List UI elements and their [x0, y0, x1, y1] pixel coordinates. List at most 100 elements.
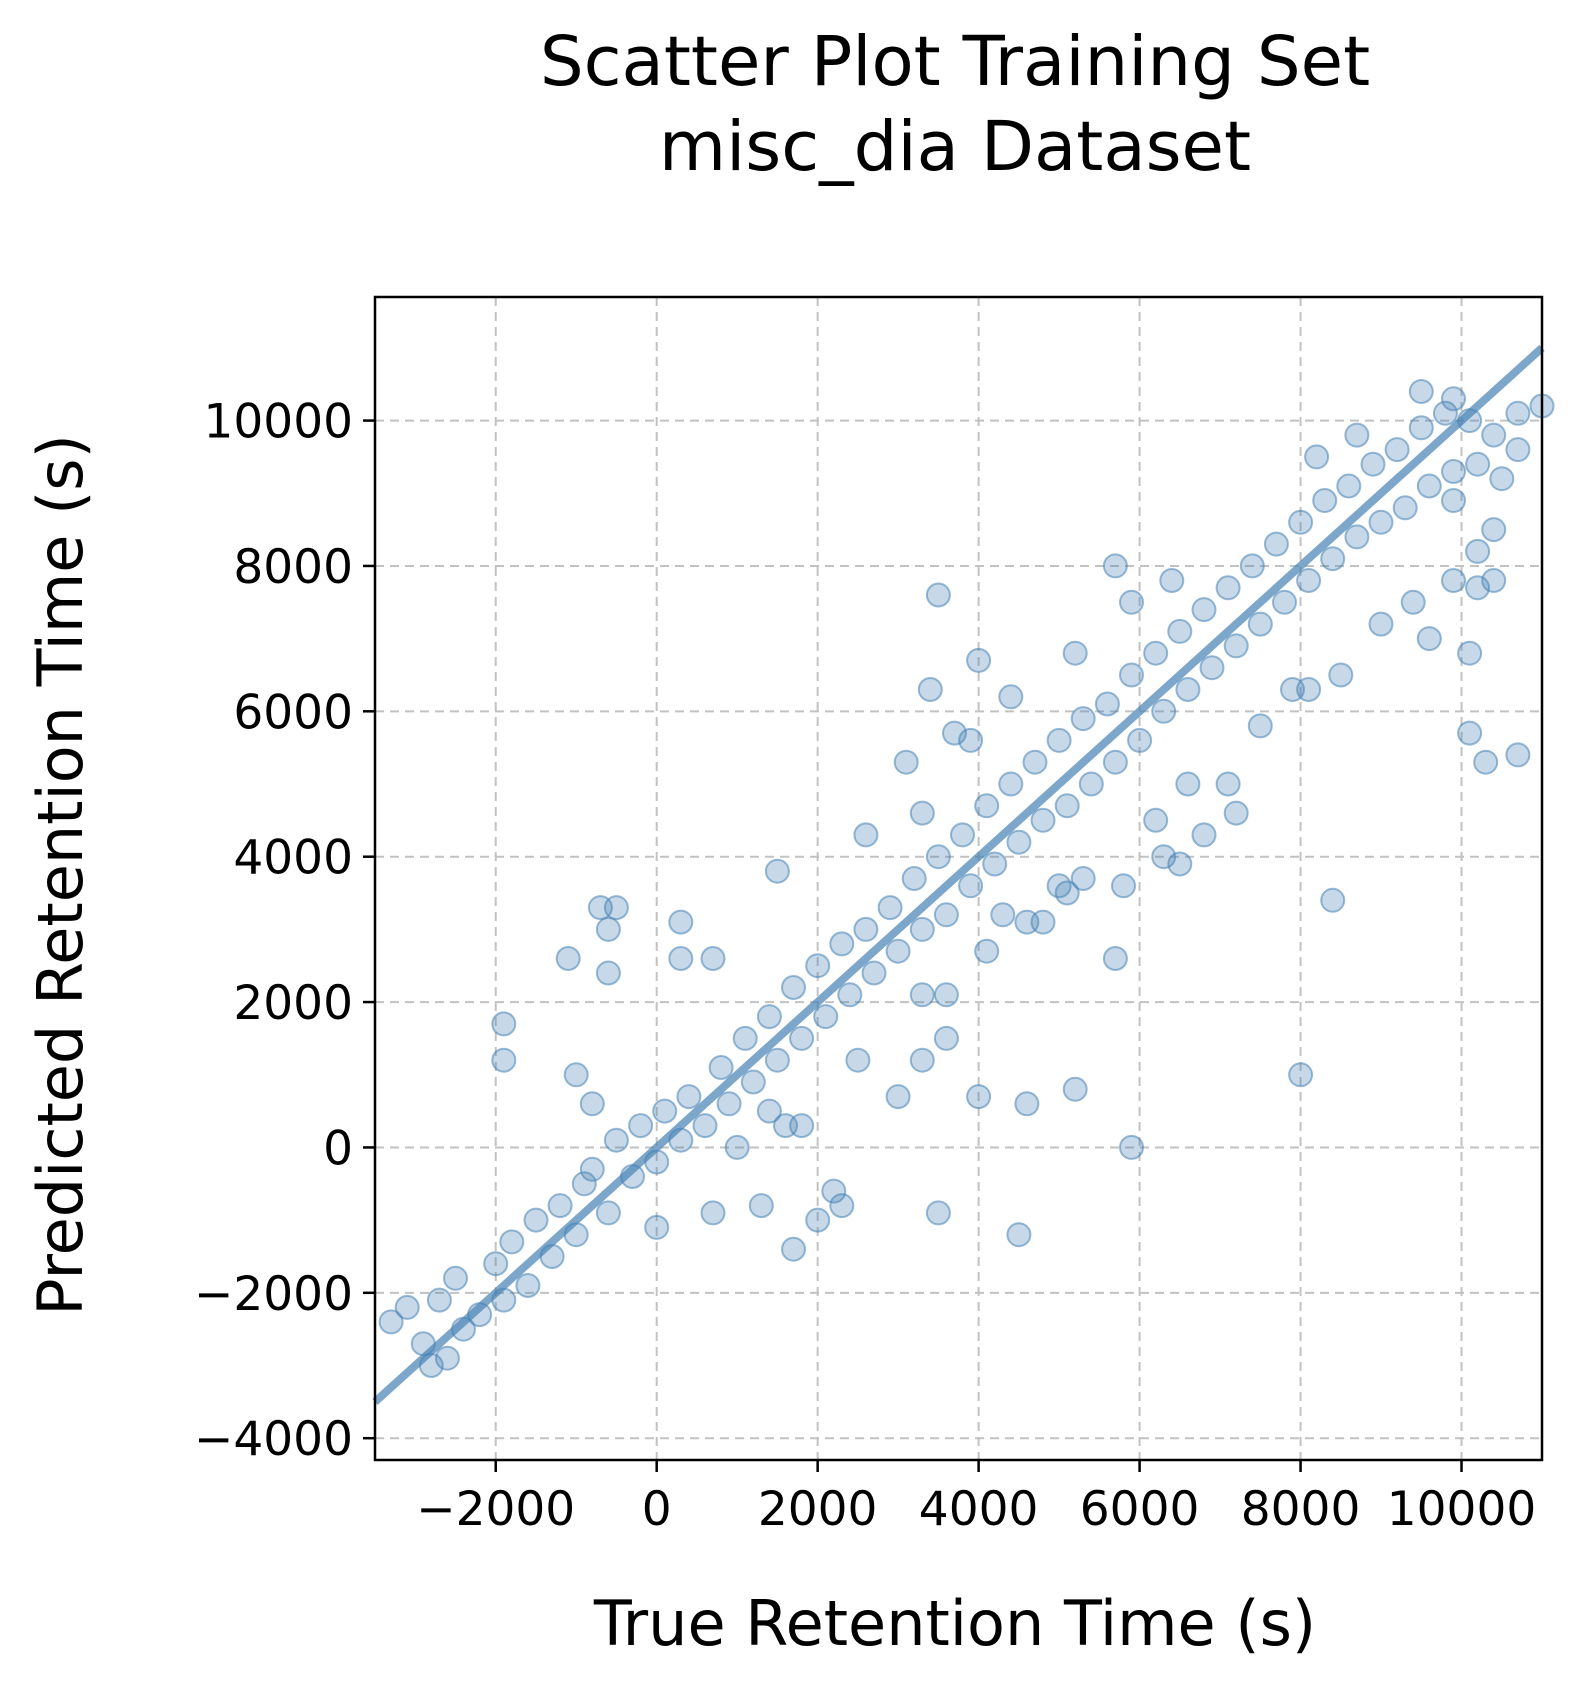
data-point: [1030, 807, 1056, 833]
data-point: [877, 895, 903, 921]
data-point: [644, 1214, 670, 1240]
y-tick-label: 8000: [233, 540, 353, 595]
data-point: [1006, 1222, 1032, 1248]
data-point: [1159, 568, 1185, 593]
data-point: [1062, 1076, 1088, 1102]
data-point: [676, 1084, 702, 1110]
data-point: [1441, 386, 1466, 412]
data-point: [628, 1113, 654, 1139]
data-point: [909, 982, 935, 1008]
data-point: [1360, 451, 1386, 477]
data-point: [1119, 1134, 1144, 1160]
data-point: [789, 1025, 815, 1051]
data-point: [668, 946, 694, 971]
data-point: [547, 1193, 573, 1219]
x-tick-label: 2000: [758, 1482, 878, 1537]
data-point: [1119, 662, 1144, 688]
data-point: [1408, 379, 1434, 404]
data-point: [443, 1265, 468, 1291]
data-point: [1215, 771, 1241, 797]
data-point: [821, 1178, 847, 1204]
x-tick-label: 10000: [1387, 1482, 1537, 1537]
data-point: [700, 946, 726, 971]
data-point: [571, 1171, 597, 1197]
data-point: [1272, 589, 1297, 615]
data-point: [748, 1193, 774, 1219]
data-point: [805, 1207, 831, 1233]
data-point: [998, 771, 1024, 797]
data-point: [925, 1200, 951, 1226]
data-point: [1481, 568, 1507, 593]
data-point: [1457, 640, 1483, 666]
data-point: [1441, 568, 1466, 593]
y-tick-label: 10000: [203, 395, 353, 450]
data-point: [1143, 640, 1169, 666]
data-point: [1046, 727, 1072, 753]
data-point: [595, 960, 621, 986]
data-point: [1223, 633, 1249, 659]
data-point: [1457, 720, 1483, 746]
data-point: [1481, 517, 1507, 543]
data-point: [933, 902, 959, 928]
data-point: [1392, 495, 1418, 521]
data-point: [668, 909, 694, 935]
data-point: [1288, 509, 1314, 535]
data-point: [1191, 597, 1217, 623]
data-point: [1094, 691, 1120, 717]
data-point: [1296, 677, 1322, 702]
data-point: [764, 1047, 790, 1073]
data-point: [1215, 575, 1241, 601]
y-tick-label: −2000: [194, 1267, 353, 1322]
data-point: [966, 647, 992, 673]
data-point: [1054, 880, 1080, 906]
data-point: [974, 938, 1000, 964]
y-tick-label: −4000: [194, 1412, 353, 1467]
x-axis-label: True Retention Time (s): [593, 1587, 1316, 1660]
data-point: [692, 1113, 718, 1139]
data-point: [1054, 793, 1080, 819]
data-point: [958, 727, 984, 753]
data-point: [1320, 546, 1346, 572]
data-point: [909, 1047, 935, 1073]
data-point: [1175, 771, 1201, 797]
data-point: [974, 793, 1000, 819]
data-point: [805, 953, 831, 979]
data-point: [764, 858, 790, 884]
data-point: [1400, 589, 1426, 615]
data-point: [933, 1025, 959, 1051]
data-point: [1247, 713, 1273, 739]
data-point: [789, 1113, 815, 1139]
data-point: [909, 916, 935, 942]
data-point: [1151, 698, 1177, 724]
data-point: [1465, 538, 1491, 564]
data-point: [1167, 618, 1193, 644]
data-point: [1288, 1062, 1314, 1088]
x-tick-label: 6000: [1080, 1482, 1200, 1537]
data-point: [1102, 946, 1128, 971]
data-point: [781, 975, 806, 1000]
data-point: [1143, 807, 1169, 833]
data-point: [1473, 749, 1499, 775]
data-point: [1416, 626, 1442, 652]
data-point: [555, 946, 581, 971]
data-point: [1070, 866, 1096, 891]
data-point: [1312, 488, 1338, 513]
data-point: [394, 1294, 420, 1320]
data-point: [491, 1011, 517, 1037]
data-point: [901, 866, 927, 891]
data-point: [1070, 706, 1096, 732]
data-point: [781, 1236, 806, 1262]
data-point: [378, 1309, 404, 1335]
data-point: [829, 931, 855, 957]
data-point: [1328, 662, 1354, 688]
data-point: [1296, 568, 1322, 593]
data-point: [434, 1345, 460, 1371]
data-point: [845, 1047, 871, 1073]
data-point: [917, 677, 943, 702]
data-point: [909, 800, 935, 826]
data-point: [603, 1127, 629, 1153]
data-point: [740, 1069, 766, 1095]
data-point: [1344, 524, 1370, 550]
reference-line: [372, 344, 1545, 1405]
data-point: [732, 1025, 758, 1051]
